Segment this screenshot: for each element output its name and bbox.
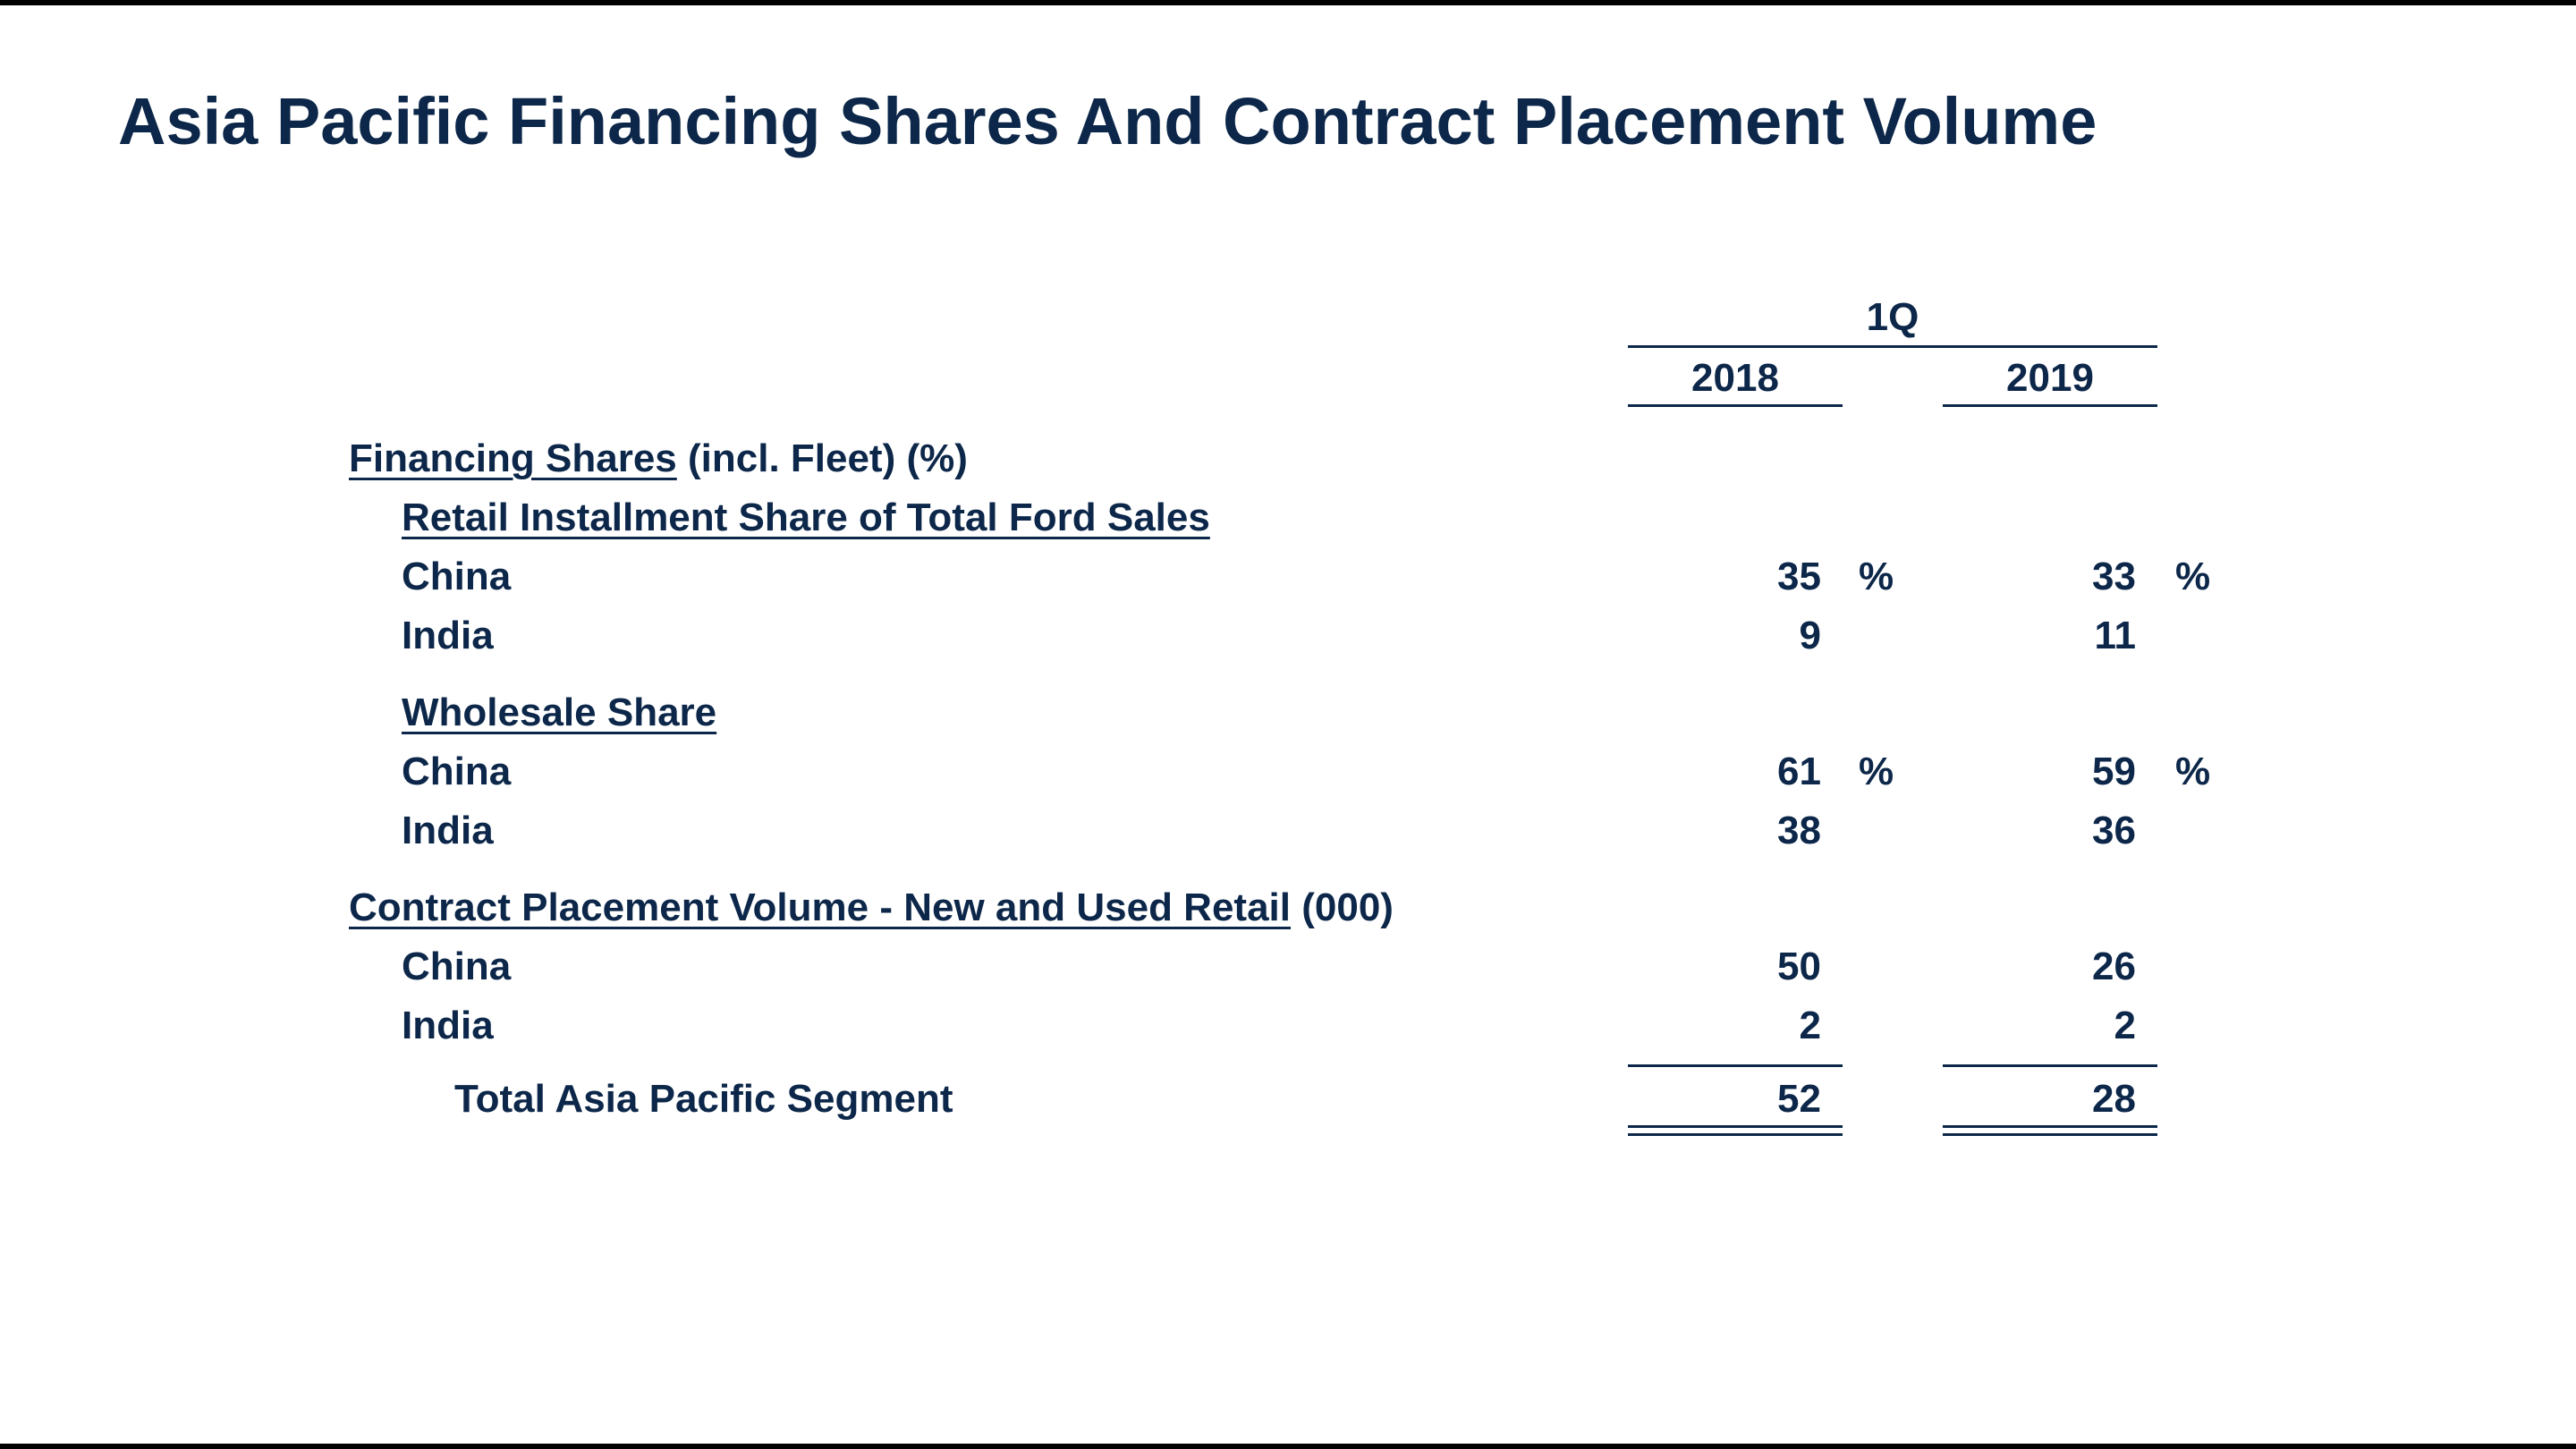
retail-row-label: India: [402, 614, 494, 657]
contract-value-2018: 50: [1777, 945, 1821, 988]
percent-sign: %: [2175, 555, 2211, 598]
year-header-2018: 2018: [1691, 356, 1779, 400]
contract-value-2019: 2: [2114, 1004, 2136, 1047]
contract-row-label: India: [402, 1004, 494, 1047]
top-border: [0, 0, 2576, 5]
contract-placement-heading: Contract Placement Volume - New and Used…: [349, 884, 1394, 932]
retail-value-2019: 11: [2094, 614, 2136, 657]
contract-value-2018: 2: [1799, 1004, 1821, 1047]
contract-row-label: China: [402, 945, 512, 988]
total-value-2018: 52: [1777, 1077, 1821, 1121]
retail-value-2018: 9: [1799, 614, 1821, 657]
financing-shares-heading-suffix: (incl. Fleet) (%): [676, 436, 968, 480]
total-double-rule-2018: [1628, 1133, 1843, 1136]
total-double-rule-2018: [1628, 1125, 1843, 1128]
percent-sign: %: [1859, 750, 1894, 793]
retail-row-label: China: [402, 555, 512, 598]
percent-sign: %: [1859, 555, 1894, 598]
total-double-rule-2019: [1943, 1125, 2157, 1128]
subtotal-rule-2018: [1628, 1064, 1843, 1067]
total-row-label: Total Asia Pacific Segment: [454, 1077, 953, 1121]
total-double-rule-2019: [1943, 1133, 2157, 1136]
contract-placement-heading-suffix: (000): [1291, 886, 1394, 929]
wholesale-value-2018: 61: [1777, 750, 1821, 793]
wholesale-value-2019: 59: [2092, 750, 2136, 793]
wholesale-row-label: India: [402, 809, 494, 852]
wholesale-value-2019: 36: [2092, 809, 2136, 852]
year-header-rule-2019: [1943, 404, 2157, 407]
total-value-2019: 28: [2092, 1077, 2136, 1121]
wholesale-value-2018: 38: [1777, 809, 1821, 852]
period-header-rule: [1628, 345, 2157, 348]
period-header: 1Q: [1866, 295, 1919, 339]
bottom-border: [0, 1444, 2576, 1449]
subtotal-rule-2019: [1943, 1064, 2157, 1067]
financing-shares-heading-text: Financing Shares: [349, 436, 677, 480]
year-header-rule-2018: [1628, 404, 1843, 407]
contract-value-2019: 26: [2092, 945, 2136, 988]
wholesale-share-heading: Wholesale Share: [402, 691, 717, 734]
wholesale-row-label: China: [402, 750, 512, 793]
retail-value-2019: 33: [2092, 555, 2136, 598]
percent-sign: %: [2175, 750, 2211, 793]
retail-installment-heading: Retail Installment Share of Total Ford S…: [402, 496, 1210, 539]
retail-value-2018: 35: [1777, 555, 1821, 598]
page-title: Asia Pacific Financing Shares And Contra…: [118, 84, 2097, 158]
financing-shares-heading: Financing Shares (incl. Fleet) (%): [349, 435, 968, 483]
contract-placement-heading-text: Contract Placement Volume - New and Used…: [349, 886, 1291, 929]
year-header-2019: 2019: [2006, 356, 2094, 400]
